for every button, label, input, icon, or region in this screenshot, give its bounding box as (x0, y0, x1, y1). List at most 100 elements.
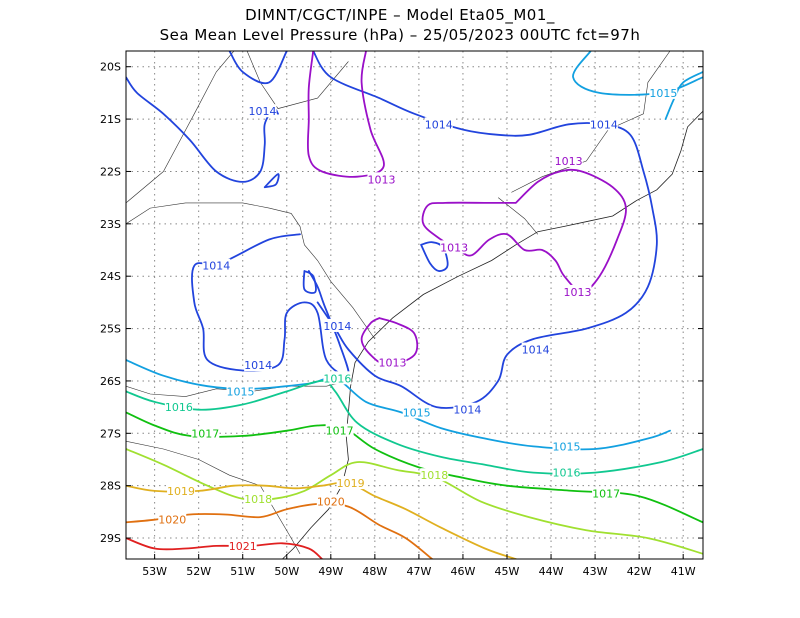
isobar-1020 (126, 502, 433, 559)
state-border (126, 440, 301, 554)
lon-tick-label: 41W (671, 565, 696, 578)
isobar-label: 1017 (326, 425, 354, 438)
isobar-label-bg (336, 476, 365, 490)
isobar-label: 1018 (244, 493, 272, 506)
isobar-label-bg (323, 318, 352, 332)
isobar-label: 1019 (167, 485, 195, 498)
lat-tick-label: 25S (100, 323, 121, 336)
lat-tick-label: 21S (100, 113, 121, 126)
isobar-label: 1021 (229, 540, 257, 553)
isobar-label-bg (592, 486, 621, 500)
lon-tick-label: 42W (627, 565, 652, 578)
isobar-label: 1014 (323, 320, 351, 333)
isobar-1019 (126, 481, 517, 559)
isobar-label-bg (191, 426, 220, 440)
lat-tick-label: 20S (100, 61, 121, 74)
lat-tick-label: 22S (100, 165, 121, 178)
lon-tick-label: 46W (451, 565, 476, 578)
isobar-label: 1014 (202, 260, 230, 273)
isobar-label-bg (589, 117, 618, 131)
isobar-1016 (126, 380, 703, 475)
isobar-label-bg (158, 512, 187, 526)
isobar-label: 1016 (552, 467, 580, 480)
lon-tick-label: 52W (186, 565, 211, 578)
lon-tick-label: 49W (318, 565, 343, 578)
lat-tick-label: 29S (100, 532, 121, 545)
isobar-label: 1017 (592, 488, 620, 501)
isobar-label: 1020 (317, 495, 345, 508)
isobar-label-bg (563, 284, 592, 298)
isobar-label: 1020 (158, 514, 186, 527)
isobar-label-bg (554, 153, 583, 167)
isobar-label: 1014 (244, 359, 272, 372)
isobar-label: 1015 (649, 87, 677, 100)
lon-tick-label: 44W (539, 565, 564, 578)
isobar-label-bg (325, 423, 354, 437)
lon-tick-label: 51W (230, 565, 255, 578)
map-title-line-2: Sea Mean Level Pressure (hPa) – 25/05/20… (159, 26, 641, 44)
isobar-1014 (302, 270, 317, 294)
isobar-1018 (126, 448, 703, 555)
isobar-1013 (306, 51, 385, 178)
isobar-layer (126, 51, 703, 559)
isobar-1014 (126, 76, 279, 183)
lon-tick-label: 48W (362, 565, 387, 578)
lon-tick-label: 50W (274, 565, 299, 578)
isobar-label-bg (164, 400, 193, 414)
isobar-label-bg (552, 465, 581, 479)
isobar-label: 1013 (555, 155, 583, 168)
map-title-line-1: DIMNT/CGCT/INPE – Model Eta05_M01_ (245, 6, 555, 24)
isobar-label: 1016 (165, 401, 193, 414)
isobar-label: 1013 (378, 357, 406, 370)
isobar-label: 1013 (367, 173, 395, 186)
isobar-1013 (421, 168, 627, 293)
isobar-label-bg (167, 483, 196, 497)
axis-ticks: 53W 52W 51W 50W 49W 48W 47W 46W 45W 44W 43W 42W 41W 2… (100, 61, 703, 578)
state-border (126, 202, 376, 340)
isobar-label-bg (378, 355, 407, 369)
isobar-label-bg (226, 384, 255, 398)
isobar-label: 1018 (420, 469, 448, 482)
isobar-1014 (191, 233, 350, 378)
isobar-label-bg (248, 104, 277, 118)
lon-tick-label: 53W (142, 565, 167, 578)
isobar-label-bg (228, 538, 257, 552)
isobar-label: 1013 (440, 241, 468, 254)
isobar-1015 (126, 359, 671, 451)
isobar-label: 1014 (425, 118, 453, 131)
isobar-label-bg (521, 342, 550, 356)
state-border (246, 51, 349, 109)
isobar-label: 1015 (227, 385, 255, 398)
lat-tick-label: 24S (100, 270, 121, 283)
isobar-label: 1019 (337, 477, 365, 490)
isobar-label: 1014 (453, 404, 481, 417)
coastline (282, 110, 703, 559)
isobar-label-bg (453, 402, 482, 416)
isobar-label-bg (552, 439, 581, 453)
isobar-label-bg (244, 491, 273, 505)
isobar-label-bg (323, 371, 352, 385)
isobar-label-bg (402, 405, 431, 419)
isobar-1014 (263, 173, 280, 189)
isobar-label-bg (244, 358, 273, 372)
lon-tick-label: 47W (406, 565, 431, 578)
isobar-1015 (664, 71, 703, 120)
isobar-label-bg (440, 240, 469, 254)
state-border (126, 51, 235, 204)
lat-tick-label: 23S (100, 218, 121, 231)
isobar-label: 1015 (552, 440, 580, 453)
isobar-label-bg (649, 85, 678, 99)
isobar-1014 (312, 51, 658, 409)
lat-lon-grid (126, 51, 703, 559)
isobar-label-bg (316, 494, 345, 508)
isobar-label: 1013 (563, 286, 591, 299)
state-border (498, 197, 539, 235)
isobar-label: 1015 (403, 406, 431, 419)
isobar-labels: 1015 1014 1014 1014 1013 1013 1013 1013 1014 1014… (158, 85, 678, 553)
isobar-label: 1014 (590, 118, 618, 131)
isobar-1021 (126, 537, 323, 559)
lon-tick-label: 45W (495, 565, 520, 578)
isobar-label: 1014 (249, 105, 277, 118)
lat-tick-label: 28S (100, 480, 121, 493)
